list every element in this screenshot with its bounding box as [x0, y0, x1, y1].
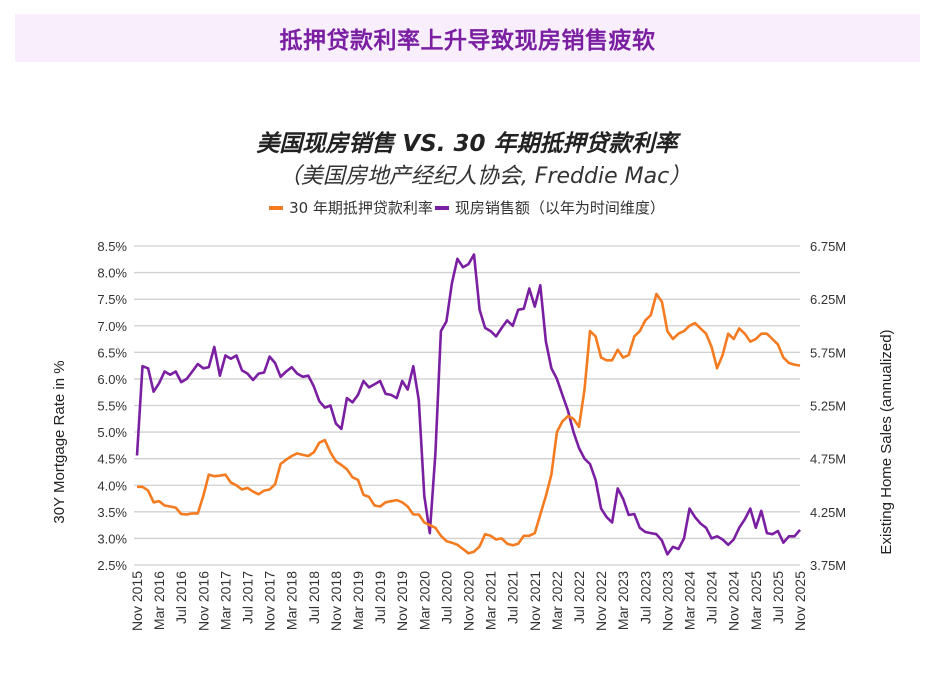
y-tick-left-label: 7.5% [97, 292, 127, 307]
chart-subtitle: （美国房地产经纪人协会, Freddie Mac） [278, 164, 692, 189]
x-tick-label: Jul 2020 [438, 571, 454, 624]
x-tick-label: Nov 2019 [394, 571, 410, 631]
x-tick-label: Mar 2024 [682, 571, 698, 630]
x-tick-label: Nov 2025 [792, 571, 808, 631]
gridlines [134, 245, 800, 566]
legend-swatch-home-sales [434, 205, 449, 210]
y-tick-left-label: 8.5% [97, 239, 127, 254]
x-tick-label: Jul 2021 [505, 571, 521, 624]
y-tick-left-label: 3.5% [97, 505, 127, 520]
x-tick-label: Nov 2015 [129, 571, 145, 631]
x-tick-label: Jul 2025 [770, 571, 786, 624]
y-axis-left-ticks: 2.5% 3.0% 3.5% 4.0% 4.5% 5.0% 5.5% 6.0% 6.5% 7.0%… [97, 239, 127, 573]
legend-item-home-sales: 现房销售额（以年为时间维度） [433, 197, 665, 218]
x-tick-label: Nov 2021 [527, 571, 543, 631]
x-tick-label: Mar 2018 [284, 571, 300, 630]
y-tick-right-label: 5.75M [810, 345, 846, 360]
y-tick-left-label: 7.0% [97, 319, 127, 334]
x-tick-label: Jul 2017 [240, 571, 256, 624]
x-axis-ticks: Nov 2015 Mar 2016 Jul 2016 Nov 2016 Mar 2017… [129, 571, 808, 631]
y-tick-left-label: 8.0% [97, 266, 127, 281]
x-tick-label: Jul 2023 [637, 571, 653, 624]
y-tick-left-label: 6.0% [97, 372, 127, 387]
x-tick-label: Jul 2024 [704, 571, 720, 624]
x-tick-label: Nov 2020 [461, 571, 477, 631]
x-tick-label: Mar 2017 [217, 571, 233, 630]
series-lines [135, 253, 801, 556]
x-tick-label: Jul 2016 [173, 571, 189, 624]
x-tick-label: Mar 2025 [748, 571, 764, 630]
y-tick-left-label: 4.0% [97, 478, 127, 493]
x-tick-label: Jul 2018 [306, 571, 322, 624]
x-tick-label: Mar 2022 [549, 571, 565, 630]
x-tick-label: Nov 2022 [593, 571, 609, 631]
y-tick-left-label: 2.5% [97, 558, 127, 573]
x-tick-label: Nov 2018 [328, 571, 344, 631]
legend-item-mortgage-rate: 30 年期抵押贷款利率 [269, 197, 433, 218]
series-line-mortgage-rate [137, 292, 801, 555]
x-tick-label: Mar 2019 [350, 571, 366, 630]
x-tick-label: Jul 2022 [571, 571, 587, 624]
x-tick-label: Jul 2019 [372, 571, 388, 624]
legend-swatch-mortgage-rate [269, 205, 284, 210]
x-tick-label: Nov 2023 [659, 571, 675, 631]
y-tick-right-label: 4.75M [810, 452, 846, 467]
y-axis-left-label: 30Y Mortgage Rate in % [51, 360, 68, 523]
banner: 抵押贷款利率上升导致现房销售疲软 [15, 14, 920, 62]
y-tick-right-label: 6.75M [810, 239, 846, 254]
y-axis-right-label: Existing Home Sales (annualized) [878, 329, 895, 554]
y-axis-right-ticks: 3.75M 4.25M 4.75M 5.25M 5.75M 6.25M 6.75M [810, 239, 846, 573]
y-tick-left-label: 4.5% [97, 452, 127, 467]
legend-label-mortgage-rate: 30 年期抵押贷款利率 [289, 199, 433, 217]
x-tick-label: Mar 2021 [483, 571, 499, 630]
series-line-home-sales [135, 253, 801, 556]
y-tick-left-label: 5.5% [97, 399, 127, 414]
legend-label-home-sales: 现房销售额（以年为时间维度） [454, 199, 665, 217]
y-tick-right-label: 5.25M [810, 399, 846, 414]
y-tick-left-label: 5.0% [97, 425, 127, 440]
x-tick-label: Nov 2024 [726, 571, 742, 631]
y-tick-left-label: 6.5% [97, 345, 127, 360]
x-tick-label: Mar 2020 [416, 571, 432, 630]
x-tick-label: Nov 2017 [262, 571, 278, 631]
legend: 30 年期抵押贷款利率 现房销售额（以年为时间维度） [0, 197, 934, 218]
chart-title: 美国现房销售 VS. 30 年期抵押贷款利率 [256, 131, 678, 157]
y-tick-right-label: 4.25M [810, 505, 846, 520]
y-tick-right-label: 3.75M [810, 558, 846, 573]
y-tick-left-label: 3.0% [97, 531, 127, 546]
x-tick-label: Mar 2023 [615, 571, 631, 630]
banner-title: 抵押贷款利率上升导致现房销售疲软 [279, 28, 656, 54]
x-tick-label: Mar 2016 [151, 571, 167, 630]
y-tick-right-label: 6.25M [810, 292, 846, 307]
x-tick-label: Nov 2016 [195, 571, 211, 631]
